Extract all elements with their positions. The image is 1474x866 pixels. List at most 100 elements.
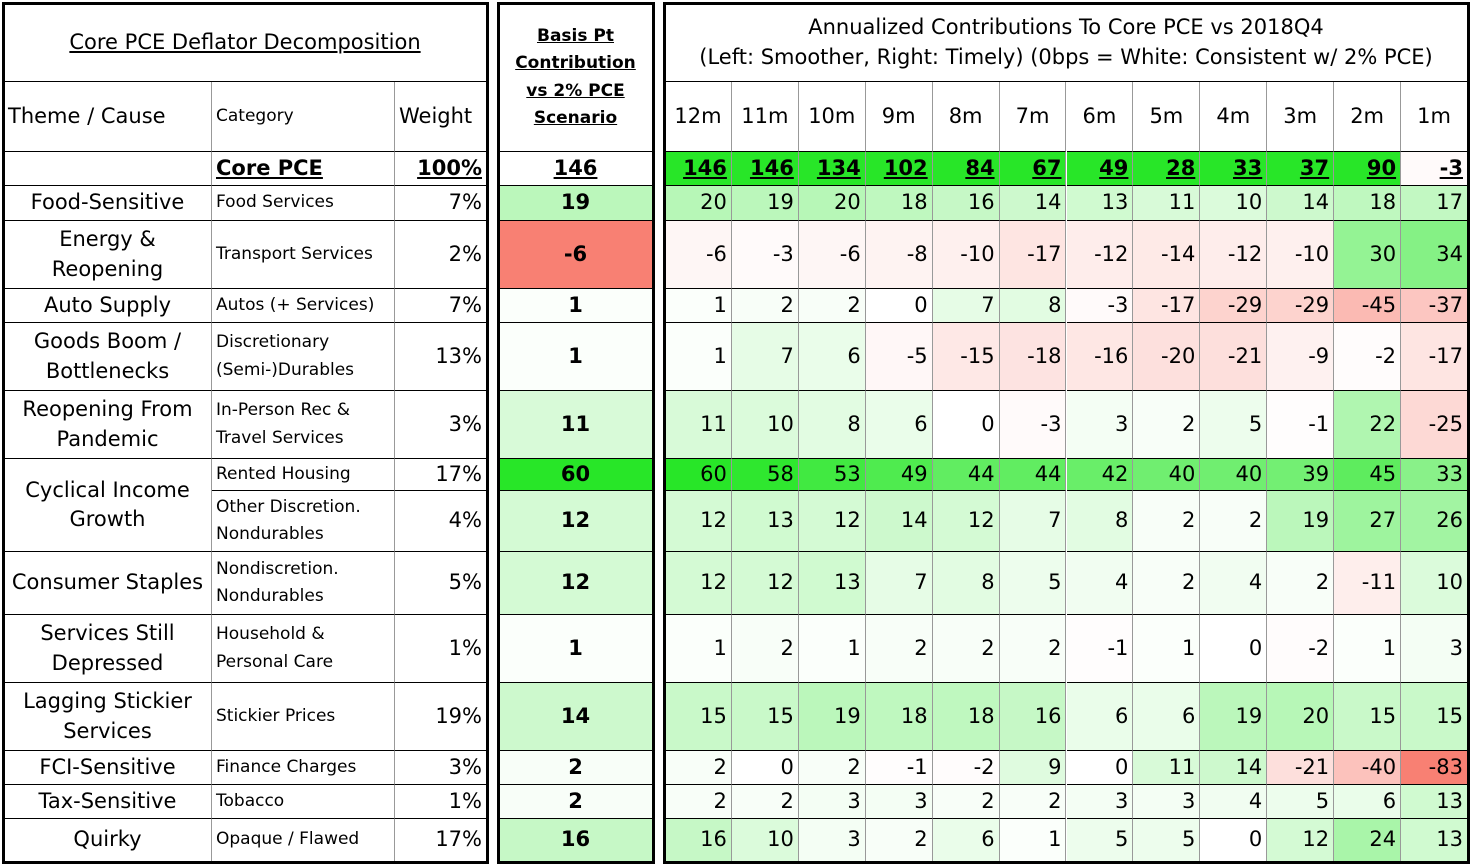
weight: 5% (395, 552, 487, 615)
period: 2m (1334, 82, 1402, 152)
value: 10 (1401, 552, 1468, 615)
value: 5 (1200, 391, 1268, 459)
value: 8 (1066, 491, 1134, 552)
total-value: 84 (932, 152, 1000, 186)
period: 9m (865, 82, 933, 152)
value: 0 (731, 751, 799, 785)
basis: 2 (499, 785, 653, 819)
value: 14 (1200, 751, 1268, 785)
value: 5 (1133, 819, 1201, 862)
value: 14 (865, 491, 933, 552)
value: -14 (1133, 221, 1201, 289)
value: 1 (665, 289, 732, 323)
value: 1 (665, 615, 732, 683)
value: 13 (1401, 785, 1468, 819)
value: 3 (1066, 785, 1134, 819)
value: 11 (665, 391, 732, 459)
theme: Food-Sensitive (4, 186, 212, 221)
total-weight: 100% (395, 152, 487, 186)
value: -16 (1066, 323, 1134, 391)
weight: 19% (395, 683, 487, 751)
value: -6 (798, 221, 866, 289)
value: 8 (932, 552, 1000, 615)
title: Core PCE Deflator Decomposition (4, 4, 487, 82)
value: -45 (1334, 289, 1402, 323)
value: 12 (665, 491, 732, 552)
value: -21 (1267, 751, 1335, 785)
header: Category (212, 82, 395, 152)
value: 9 (999, 751, 1067, 785)
value: 4 (1200, 785, 1268, 819)
weight: 7% (395, 186, 487, 221)
value: 45 (1334, 459, 1402, 491)
value: 3 (1066, 391, 1134, 459)
value: 7 (731, 323, 799, 391)
value: 2 (1133, 391, 1201, 459)
value: 15 (1401, 683, 1468, 751)
value: 27 (1334, 491, 1402, 552)
total-value: 49 (1066, 152, 1134, 186)
value: 18 (865, 683, 933, 751)
theme: Goods Boom / Bottlenecks (4, 323, 212, 391)
value: -12 (1066, 221, 1134, 289)
value: 0 (1066, 751, 1134, 785)
value: 6 (932, 819, 1000, 862)
value: 8 (999, 289, 1067, 323)
value: -11 (1334, 552, 1402, 615)
value: -5 (865, 323, 933, 391)
value: 10 (1200, 186, 1268, 221)
value: 2 (731, 289, 799, 323)
value: 19 (1267, 491, 1335, 552)
value: 1 (999, 819, 1067, 862)
value: 6 (865, 391, 933, 459)
value: 15 (731, 683, 799, 751)
value: -17 (999, 221, 1067, 289)
total-value: 146 (731, 152, 799, 186)
basis: 12 (499, 491, 653, 552)
value: 6 (1334, 785, 1402, 819)
value: 2 (1200, 491, 1268, 552)
value: 1 (1334, 615, 1402, 683)
value: 2 (731, 615, 799, 683)
category: Household & Personal Care (212, 615, 395, 683)
value: 6 (1133, 683, 1201, 751)
value: 26 (1401, 491, 1468, 552)
value: 49 (865, 459, 933, 491)
theme: Consumer Staples (4, 552, 212, 615)
theme: Quirky (4, 819, 212, 862)
weight: 17% (395, 819, 487, 862)
value: -6 (665, 221, 732, 289)
value: 2 (999, 615, 1067, 683)
period: 12m (665, 82, 732, 152)
period: 4m (1200, 82, 1268, 152)
basis: 14 (499, 683, 653, 751)
value: 12 (932, 491, 1000, 552)
value: 20 (1267, 683, 1335, 751)
value: 19 (798, 683, 866, 751)
value: 2 (731, 785, 799, 819)
value: 18 (865, 186, 933, 221)
category: Tobacco (212, 785, 395, 819)
value: 5 (1066, 819, 1134, 862)
value: 20 (798, 186, 866, 221)
value: 12 (731, 552, 799, 615)
value: 2 (932, 615, 1000, 683)
theme: Auto Supply (4, 289, 212, 323)
total-value: 33 (1200, 152, 1268, 186)
value: 2 (665, 751, 732, 785)
theme: Lagging Stickier Services (4, 683, 212, 751)
total-value: 37 (1267, 152, 1335, 186)
value: 2 (1133, 491, 1201, 552)
basis: 16 (499, 819, 653, 862)
value: 16 (999, 683, 1067, 751)
period: 3m (1267, 82, 1335, 152)
value: -17 (1133, 289, 1201, 323)
value: 16 (665, 819, 732, 862)
weight: 17% (395, 459, 487, 491)
value: 19 (1200, 683, 1268, 751)
value: 2 (798, 751, 866, 785)
basis: 1 (499, 289, 653, 323)
blank (4, 152, 212, 186)
value: 3 (798, 785, 866, 819)
title-line: Annualized Contributions To Core PCE vs … (808, 15, 1324, 40)
